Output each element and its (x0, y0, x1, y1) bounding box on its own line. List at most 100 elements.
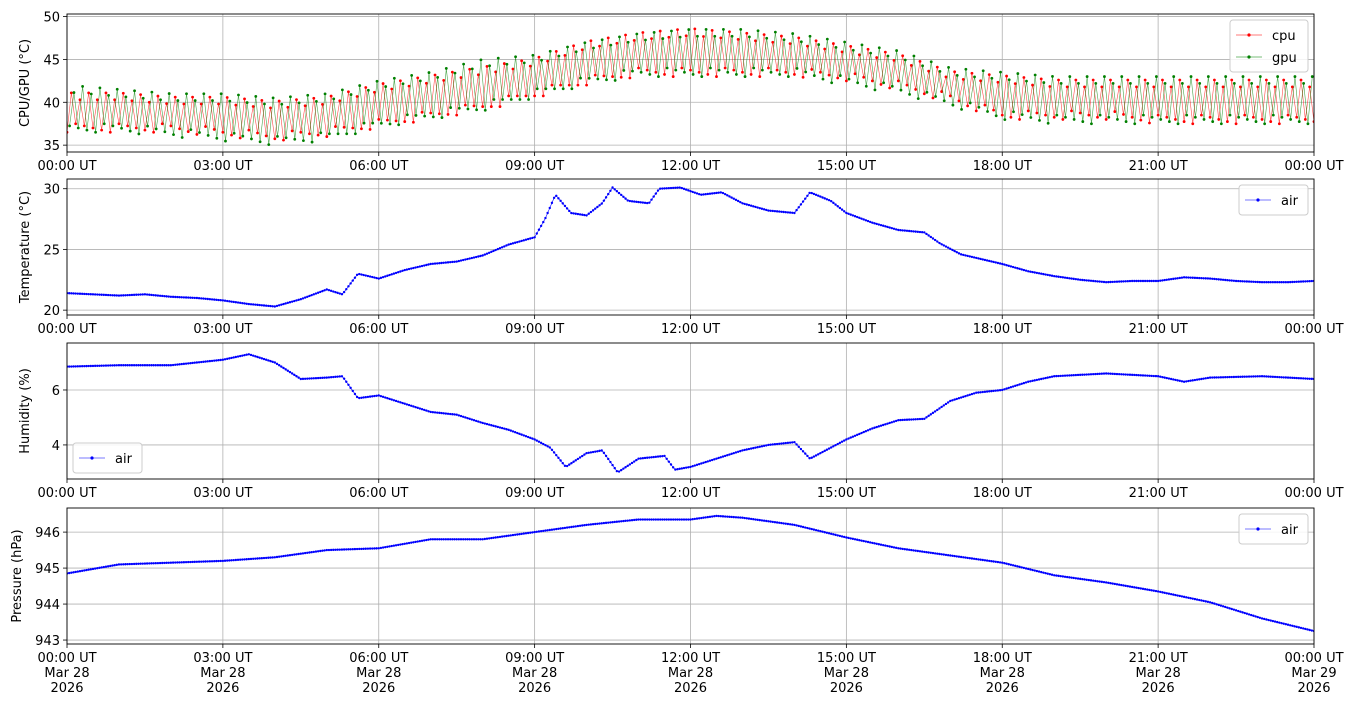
air-data-point (840, 535, 844, 538)
air-data-point (860, 217, 863, 220)
air-data-point (132, 562, 136, 566)
cpu-data-point (554, 50, 558, 53)
air-data-point (1159, 590, 1162, 594)
air-data-point (405, 403, 409, 406)
air-data-point (1245, 612, 1249, 615)
air-data-point (440, 538, 443, 541)
air-data-point (93, 567, 97, 570)
cpu-data-point (524, 94, 528, 98)
air-data-point (533, 438, 536, 441)
air-data-point (769, 209, 772, 212)
gpu-data-point (670, 29, 673, 33)
cpu-data-point (1035, 111, 1039, 115)
air-data-point (1208, 277, 1212, 280)
air-data-point (808, 191, 811, 195)
air-data-point (938, 241, 941, 245)
x-tick-label: 00:00 UT (37, 651, 96, 666)
air-data-point (1113, 582, 1117, 586)
x-tick-label: 12:00 UT (661, 486, 720, 501)
air-data-point (141, 293, 144, 296)
cpu-data-point (676, 28, 679, 32)
air-data-point (719, 456, 723, 459)
gpu-data-point (280, 102, 284, 106)
cpu-data-point (723, 66, 727, 70)
air-data-point (933, 552, 937, 555)
air-data-point (286, 554, 290, 557)
x-tick-label: 12:00 UT (661, 651, 720, 666)
air-data-point (903, 418, 907, 422)
cpu-data-point (697, 70, 701, 74)
air-data-point (808, 457, 811, 460)
gpu-data-point (1103, 75, 1106, 78)
cpu-data-point (290, 129, 294, 133)
air-data-point (700, 516, 703, 520)
cpu-data-point (360, 127, 363, 131)
air-data-point (998, 561, 1002, 564)
air-data-point (611, 463, 614, 467)
air-data-point (946, 401, 950, 404)
air-data-point (1191, 276, 1194, 279)
air-data-point (113, 564, 116, 567)
cpu-data-point (892, 59, 896, 62)
gpu-data-point (1293, 75, 1297, 78)
air-data-point (797, 206, 800, 209)
air-data-point (1011, 265, 1015, 269)
air-data-point (384, 275, 387, 278)
air-data-point (254, 557, 257, 560)
cpu-data-point (1165, 115, 1169, 119)
air-data-point (200, 297, 203, 300)
air-data-point (810, 191, 813, 195)
air-data-point (1141, 374, 1145, 377)
air-data-point (734, 198, 738, 202)
air-data-point (1260, 375, 1264, 378)
gpu-data-point (1090, 122, 1093, 126)
x-tick-label: 06:00 UT (349, 486, 408, 501)
air-data-point (238, 301, 242, 305)
air-data-point (379, 394, 383, 398)
air-data-point (1011, 385, 1015, 388)
air-data-point (962, 253, 965, 257)
air-data-point (535, 232, 538, 235)
gpu-data-point (566, 45, 569, 49)
gpu-data-point (921, 64, 924, 68)
air-data-point (721, 515, 725, 518)
air-data-point (1135, 586, 1138, 589)
air-data-point (756, 446, 759, 449)
gpu-data-point (496, 56, 500, 60)
air-data-point (823, 449, 826, 453)
air-legend-marker (1256, 198, 1260, 202)
air-data-point (260, 556, 264, 560)
air-data-point (215, 559, 218, 563)
air-data-point (641, 518, 645, 521)
air-data-point (1237, 375, 1240, 379)
air-data-point (223, 559, 227, 562)
air-data-point (749, 447, 753, 450)
air-data-point (498, 426, 502, 429)
x-tick-year: 2026 (1142, 681, 1175, 696)
air-data-point (953, 249, 956, 253)
cpu-data-point (515, 94, 519, 98)
gpu-data-point (830, 81, 834, 85)
gpu-data-point (453, 71, 457, 75)
air-data-point (847, 437, 850, 440)
cpu-data-point (182, 102, 186, 106)
air-data-point (420, 539, 424, 543)
air-data-point (492, 536, 495, 540)
air-data-point (483, 422, 487, 425)
cpu-data-point (299, 130, 303, 134)
air-data-point (293, 299, 296, 303)
air-data-point (933, 238, 937, 242)
air-data-point (368, 547, 372, 550)
gpu-data-point (1098, 113, 1102, 117)
air-data-point (704, 460, 707, 464)
air-data-point (957, 397, 961, 400)
cpu-data-point (1213, 78, 1216, 82)
gpu-data-point (1189, 75, 1193, 78)
y-tick-label: 6 (52, 384, 60, 399)
air-data-point (1137, 586, 1140, 590)
air-data-point (884, 225, 887, 228)
air-data-point (425, 263, 428, 267)
gpu-data-point (371, 121, 375, 125)
cpu-data-point (879, 83, 883, 86)
air-data-point (626, 464, 629, 468)
